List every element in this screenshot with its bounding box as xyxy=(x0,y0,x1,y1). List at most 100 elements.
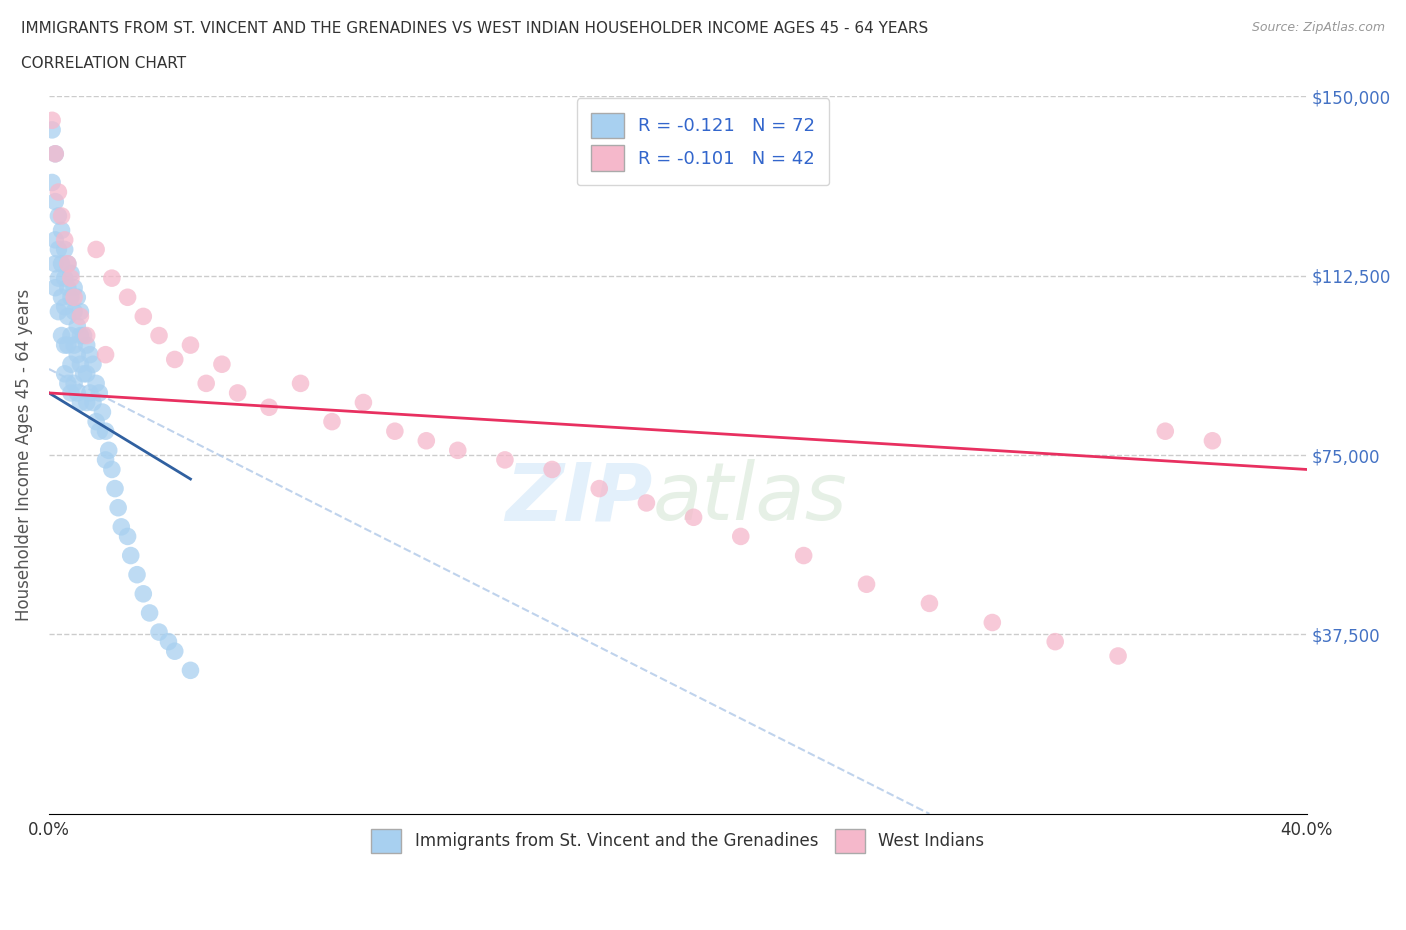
Point xyxy=(125,567,148,582)
Point xyxy=(63,290,86,305)
Point xyxy=(195,376,218,391)
Point xyxy=(59,290,82,305)
Point xyxy=(44,194,66,209)
Point xyxy=(148,625,170,640)
Point xyxy=(56,257,79,272)
Point xyxy=(855,577,877,591)
Point xyxy=(84,376,107,391)
Point xyxy=(69,304,91,319)
Point xyxy=(44,280,66,295)
Point xyxy=(63,338,86,352)
Point xyxy=(48,208,70,223)
Point xyxy=(352,395,374,410)
Point xyxy=(59,266,82,281)
Point xyxy=(918,596,941,611)
Point xyxy=(76,395,98,410)
Point xyxy=(53,299,76,314)
Point xyxy=(290,376,312,391)
Point xyxy=(51,290,73,305)
Text: ZIP: ZIP xyxy=(505,459,652,538)
Point xyxy=(51,223,73,238)
Text: Source: ZipAtlas.com: Source: ZipAtlas.com xyxy=(1251,21,1385,34)
Point xyxy=(48,242,70,257)
Point xyxy=(41,123,63,138)
Point xyxy=(44,257,66,272)
Point xyxy=(56,309,79,324)
Point xyxy=(66,319,89,334)
Point xyxy=(44,146,66,161)
Point xyxy=(1107,648,1129,663)
Point xyxy=(104,481,127,496)
Legend: Immigrants from St. Vincent and the Grenadines, West Indians: Immigrants from St. Vincent and the Gren… xyxy=(364,822,991,859)
Point xyxy=(94,347,117,362)
Point xyxy=(69,309,91,324)
Point xyxy=(53,271,76,286)
Point xyxy=(63,304,86,319)
Point xyxy=(132,309,155,324)
Point xyxy=(163,644,186,658)
Point xyxy=(730,529,752,544)
Point xyxy=(82,357,104,372)
Point xyxy=(72,366,94,381)
Point xyxy=(97,443,120,458)
Point xyxy=(117,290,139,305)
Point xyxy=(84,414,107,429)
Point xyxy=(89,386,111,401)
Point xyxy=(48,185,70,200)
Point xyxy=(117,529,139,544)
Point xyxy=(76,338,98,352)
Point xyxy=(72,328,94,343)
Point xyxy=(110,520,132,535)
Point xyxy=(82,395,104,410)
Point xyxy=(76,366,98,381)
Point xyxy=(163,352,186,367)
Point xyxy=(79,347,101,362)
Point xyxy=(415,433,437,448)
Point xyxy=(541,462,564,477)
Point xyxy=(148,328,170,343)
Point xyxy=(132,587,155,602)
Point xyxy=(981,615,1004,630)
Y-axis label: Householder Income Ages 45 - 64 years: Householder Income Ages 45 - 64 years xyxy=(15,289,32,621)
Point xyxy=(59,271,82,286)
Point xyxy=(79,386,101,401)
Point xyxy=(59,386,82,401)
Point xyxy=(84,242,107,257)
Point xyxy=(157,634,180,649)
Point xyxy=(69,328,91,343)
Point xyxy=(89,424,111,439)
Point xyxy=(793,548,815,563)
Point xyxy=(53,232,76,247)
Point xyxy=(48,271,70,286)
Point xyxy=(384,424,406,439)
Point xyxy=(120,548,142,563)
Point xyxy=(94,453,117,468)
Point xyxy=(51,328,73,343)
Point xyxy=(76,328,98,343)
Point xyxy=(107,500,129,515)
Point xyxy=(59,357,82,372)
Point xyxy=(138,605,160,620)
Point xyxy=(53,242,76,257)
Point xyxy=(63,376,86,391)
Point xyxy=(91,405,114,419)
Text: atlas: atlas xyxy=(652,459,848,538)
Point xyxy=(66,386,89,401)
Text: IMMIGRANTS FROM ST. VINCENT AND THE GRENADINES VS WEST INDIAN HOUSEHOLDER INCOME: IMMIGRANTS FROM ST. VINCENT AND THE GREN… xyxy=(21,21,928,36)
Point xyxy=(447,443,470,458)
Point xyxy=(1154,424,1177,439)
Point xyxy=(257,400,280,415)
Point xyxy=(59,328,82,343)
Point xyxy=(48,304,70,319)
Point xyxy=(69,357,91,372)
Point xyxy=(51,208,73,223)
Point xyxy=(41,175,63,190)
Point xyxy=(56,257,79,272)
Point xyxy=(101,462,124,477)
Point xyxy=(179,338,201,352)
Point xyxy=(1201,433,1223,448)
Point xyxy=(63,280,86,295)
Point xyxy=(51,257,73,272)
Point xyxy=(636,496,658,511)
Point xyxy=(94,424,117,439)
